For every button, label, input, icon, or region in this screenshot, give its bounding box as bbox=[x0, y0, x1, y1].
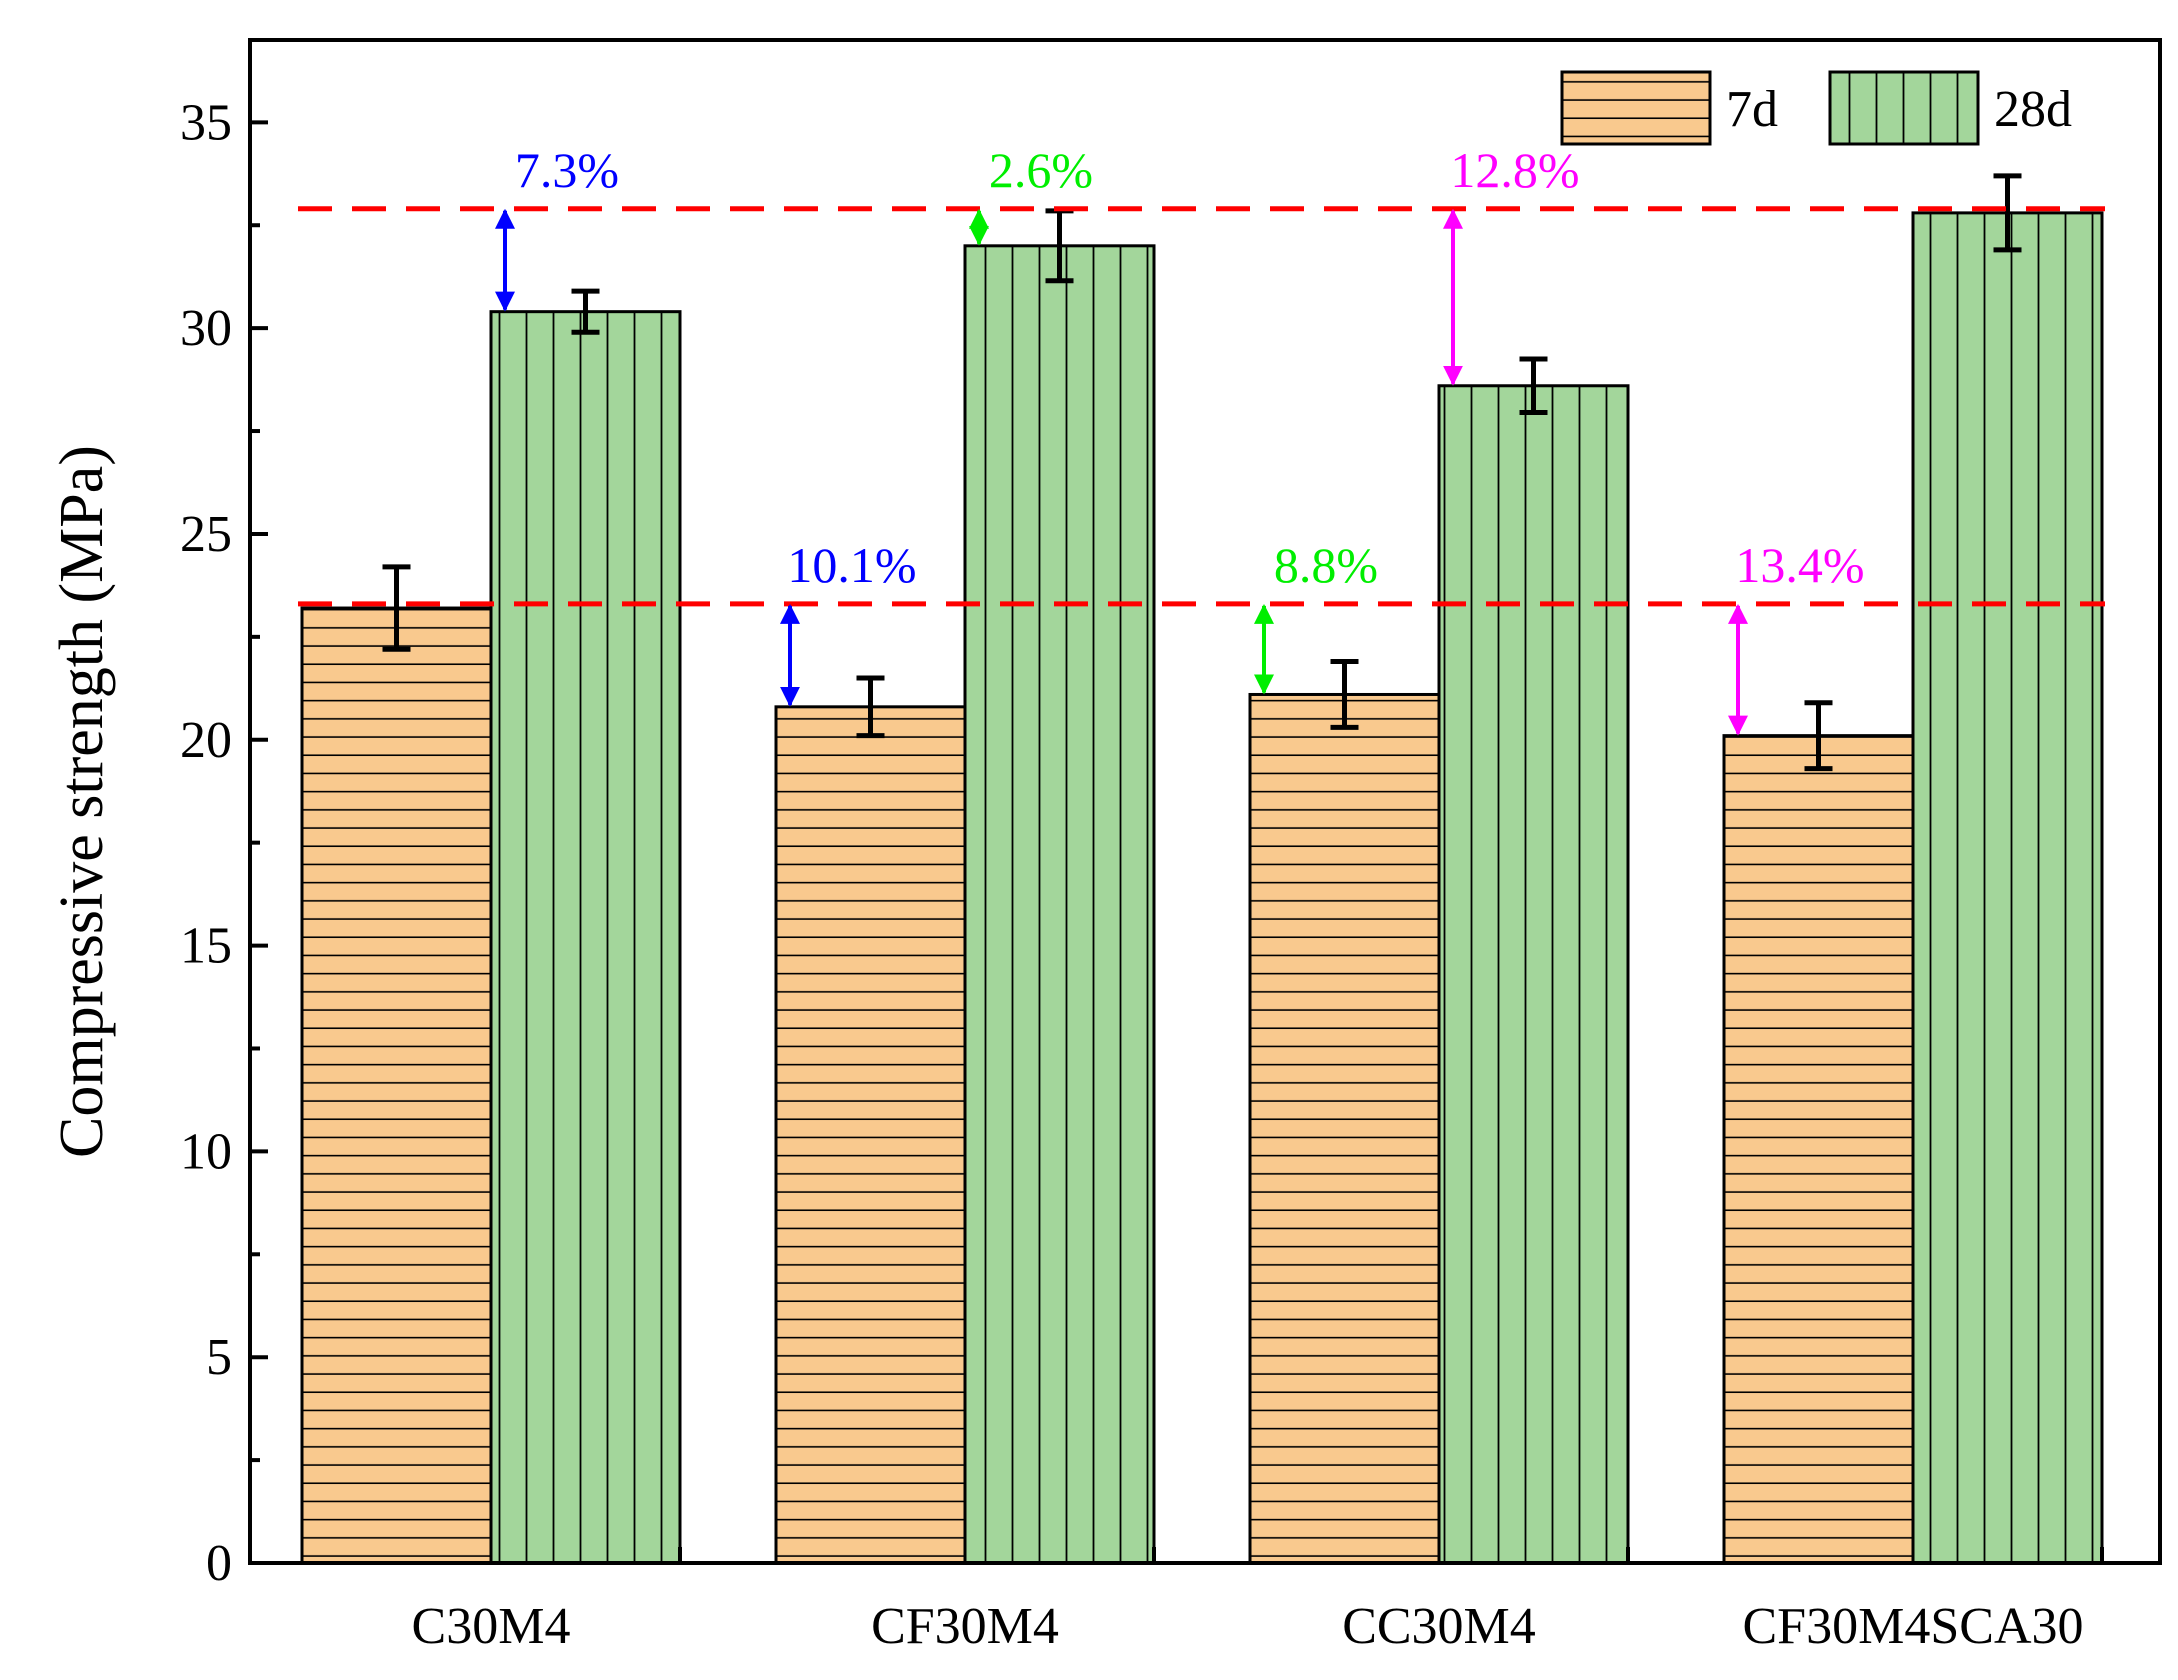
error-bar-7d-c30m4 bbox=[382, 564, 411, 652]
bars-layer bbox=[300, 211, 2104, 1565]
bar-28d-c30m4 bbox=[489, 310, 682, 1565]
bar-28d-cf30m4 bbox=[963, 244, 1156, 1565]
y-tick-label-25: 25 bbox=[180, 506, 232, 563]
bar-7d-cf30m4sca30 bbox=[1722, 734, 1915, 1565]
legend-label-28d: 28d bbox=[1994, 81, 2072, 138]
x-tick-label-c30m4: C30M4 bbox=[412, 1598, 571, 1655]
y-axis-title: Compressive strength (MPa) bbox=[48, 445, 116, 1158]
annotation-label-2: 12.8% bbox=[1450, 142, 1579, 198]
legend: 7d 28d bbox=[1560, 70, 2072, 146]
error-bar-7d-cf30m4sca30 bbox=[1804, 700, 1833, 772]
annotation-label-4: 8.8% bbox=[1274, 537, 1378, 593]
axes-layer: C30M4 CF30M4 CC30M4 CF30M4SCA30 0 5 10 15 20 25 30… bbox=[180, 94, 2104, 1655]
y-tick-label-0: 0 bbox=[206, 1535, 232, 1592]
y-tick-label-35: 35 bbox=[180, 94, 232, 151]
y-tick-label-20: 20 bbox=[180, 712, 232, 769]
y-tick-label-15: 15 bbox=[180, 918, 232, 975]
legend-swatch-7d bbox=[1560, 70, 1712, 146]
legend-swatch-28d bbox=[1828, 70, 1980, 146]
bar-7d-cc30m4 bbox=[1248, 692, 1441, 1565]
bar-7d-c30m4 bbox=[300, 606, 493, 1565]
reference-lines-layer bbox=[298, 206, 2105, 607]
error-bar-28d-cc30m4 bbox=[1519, 356, 1548, 416]
bar-28d-cf30m4sca30 bbox=[1911, 211, 2104, 1565]
bar-28d-cc30m4 bbox=[1437, 384, 1630, 1565]
error-bar-7d-cc30m4 bbox=[1330, 659, 1359, 730]
x-tick-label-cc30m4: CC30M4 bbox=[1342, 1598, 1536, 1655]
error-bars-layer bbox=[382, 173, 2022, 772]
legend-label-7d: 7d bbox=[1726, 81, 1778, 138]
y-tick-label-10: 10 bbox=[180, 1123, 232, 1180]
error-bar-7d-cf30m4 bbox=[856, 675, 885, 739]
annotation-label-1: 2.6% bbox=[989, 142, 1093, 198]
plot-frame bbox=[248, 38, 2162, 1565]
annotation-label-5: 13.4% bbox=[1735, 537, 1864, 593]
bar-7d-cf30m4 bbox=[774, 705, 967, 1565]
annotations-layer: 7.3% 2.6% 12.8% 10.1% 8.8% 13.4% bbox=[495, 142, 1865, 736]
annotation-label-3: 10.1% bbox=[787, 537, 916, 593]
y-tick-label-5: 5 bbox=[206, 1329, 232, 1386]
y-tick-label-30: 30 bbox=[180, 300, 232, 357]
x-tick-label-cf30m4sca30: CF30M4SCA30 bbox=[1743, 1598, 2084, 1655]
x-tick-label-cf30m4: CF30M4 bbox=[871, 1598, 1059, 1655]
error-bar-28d-c30m4 bbox=[571, 288, 600, 335]
annotation-label-0: 7.3% bbox=[515, 142, 619, 198]
error-bar-28d-cf30m4sca30 bbox=[1993, 173, 2022, 253]
